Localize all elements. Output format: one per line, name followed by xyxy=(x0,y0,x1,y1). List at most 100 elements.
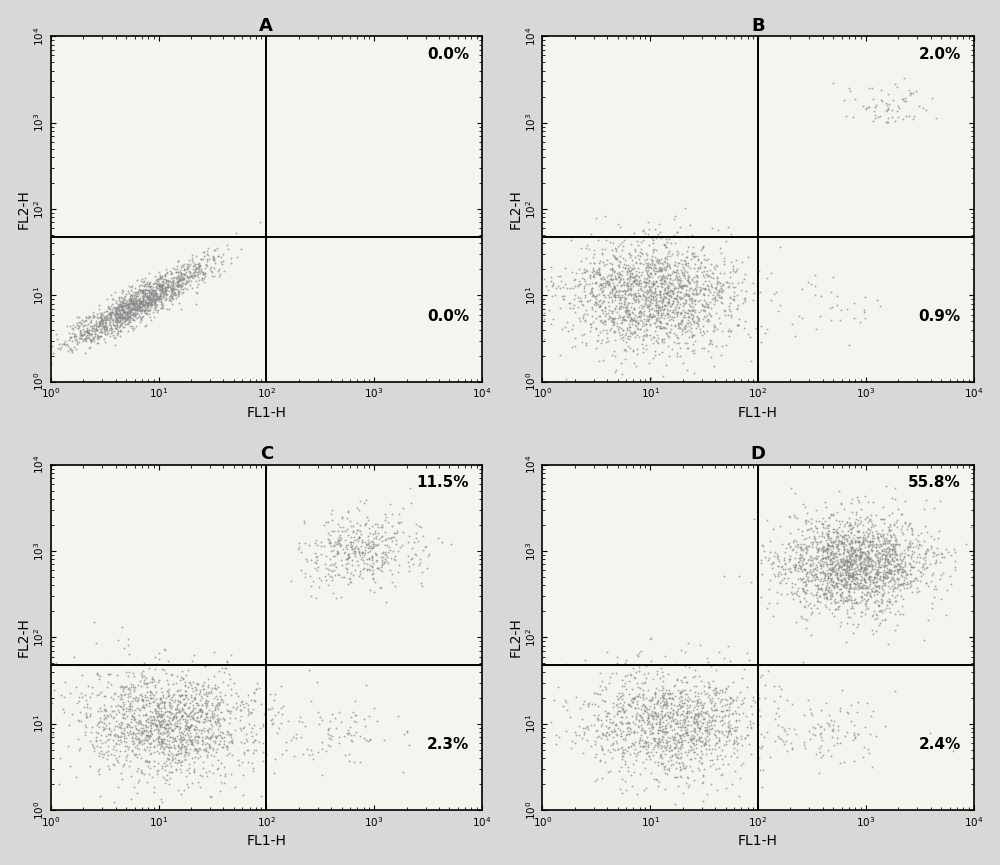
Point xyxy=(390,515,406,529)
Point xyxy=(78,329,94,343)
Point xyxy=(626,324,642,338)
Point xyxy=(135,284,151,298)
Point xyxy=(890,503,906,516)
Point xyxy=(233,734,249,748)
Point xyxy=(713,292,729,305)
Point xyxy=(869,553,885,567)
Point xyxy=(865,92,881,106)
Point xyxy=(244,756,260,770)
Point xyxy=(721,702,737,716)
Point xyxy=(600,743,616,757)
Point xyxy=(823,572,839,586)
Point xyxy=(379,538,395,552)
Point xyxy=(159,673,175,687)
Point xyxy=(657,275,673,289)
Point xyxy=(104,304,120,317)
Point xyxy=(631,720,647,734)
Point xyxy=(87,328,103,342)
Point xyxy=(687,725,703,739)
Point xyxy=(895,565,911,579)
Point xyxy=(853,502,869,516)
Point xyxy=(169,756,185,770)
Point xyxy=(841,563,857,577)
Point xyxy=(695,716,711,730)
Point xyxy=(79,697,95,711)
Point xyxy=(868,729,884,743)
Point xyxy=(859,550,875,564)
Point xyxy=(133,304,149,317)
Point xyxy=(124,321,140,335)
Point xyxy=(567,305,583,319)
Point xyxy=(665,703,681,717)
Point xyxy=(844,562,860,576)
Point xyxy=(149,698,165,712)
Point xyxy=(705,708,721,722)
Point xyxy=(582,324,598,337)
Point xyxy=(149,709,165,723)
Point xyxy=(625,758,641,772)
Point xyxy=(167,694,183,708)
Point xyxy=(716,728,732,742)
Point xyxy=(621,247,637,261)
Text: 55.8%: 55.8% xyxy=(908,475,961,490)
Point xyxy=(118,313,134,327)
Point xyxy=(643,737,659,751)
Point xyxy=(677,305,693,319)
Point xyxy=(631,266,647,279)
Point xyxy=(358,678,374,692)
Point xyxy=(723,727,739,740)
Point xyxy=(129,738,145,752)
Point xyxy=(131,708,147,722)
Point xyxy=(697,300,713,314)
Point xyxy=(854,560,870,573)
Point xyxy=(602,268,618,282)
Point xyxy=(673,734,689,748)
Point xyxy=(651,253,667,267)
Point xyxy=(127,703,143,717)
Point xyxy=(874,580,890,594)
Point xyxy=(775,734,791,748)
Point xyxy=(884,542,900,556)
Point xyxy=(165,677,181,691)
Point xyxy=(881,536,897,550)
Point xyxy=(132,716,148,730)
Point xyxy=(715,277,731,291)
Point xyxy=(96,716,112,730)
Point xyxy=(578,277,594,291)
Point xyxy=(196,724,212,738)
Point xyxy=(620,720,636,734)
Point xyxy=(642,258,658,272)
Point xyxy=(388,537,404,551)
Point xyxy=(855,535,871,548)
Point xyxy=(90,311,106,325)
Point xyxy=(829,540,845,554)
Point xyxy=(143,288,159,302)
Point xyxy=(743,575,759,589)
Point xyxy=(119,725,135,739)
Point xyxy=(661,232,677,246)
Point xyxy=(125,293,141,307)
Point xyxy=(848,554,864,568)
Point xyxy=(622,307,638,321)
Point xyxy=(606,316,622,330)
Point xyxy=(183,689,199,703)
Point xyxy=(822,567,838,580)
Point xyxy=(131,726,147,740)
Point xyxy=(728,253,744,266)
Point xyxy=(194,704,210,718)
Point xyxy=(201,703,217,717)
Point xyxy=(875,547,891,561)
Point xyxy=(883,537,899,551)
Point xyxy=(840,545,856,559)
Point xyxy=(721,725,737,739)
Point xyxy=(774,720,790,734)
Point xyxy=(122,702,138,716)
Point xyxy=(757,326,773,340)
Point xyxy=(198,698,214,712)
Point xyxy=(198,729,214,743)
Point xyxy=(638,735,654,749)
Point xyxy=(788,558,804,572)
Point xyxy=(156,291,172,304)
Point xyxy=(210,713,226,727)
Point xyxy=(647,344,663,358)
